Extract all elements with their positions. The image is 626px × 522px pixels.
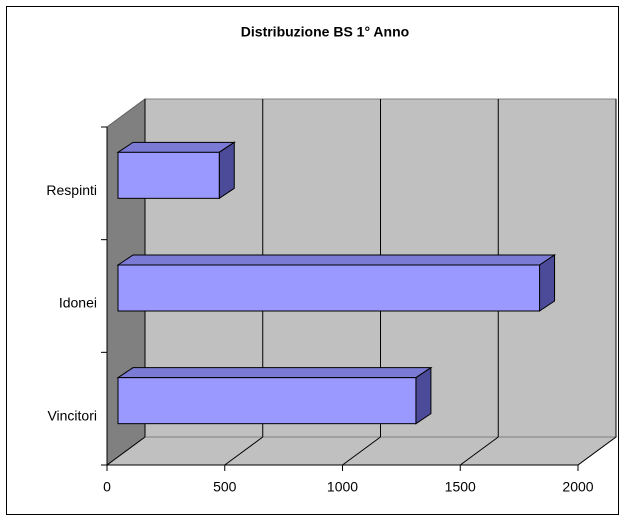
bar-top — [116, 367, 433, 379]
chart-title: Distribuzione BS 1° Anno — [241, 24, 409, 40]
x-tick-label: 2000 — [562, 479, 593, 495]
bar-side — [539, 254, 556, 312]
floor-grid-line — [459, 436, 499, 466]
floor-grid-line — [577, 436, 617, 466]
bar-side — [218, 141, 235, 200]
x-tick-label: 0 — [103, 479, 111, 495]
y-tick-label: Idonei — [59, 295, 97, 311]
floor-grid-line — [224, 436, 264, 466]
y-tick-label: Vincitori — [47, 407, 97, 423]
bar — [117, 151, 220, 199]
bar — [117, 264, 541, 312]
floor-grid-line — [342, 436, 381, 466]
bar-top — [116, 141, 236, 153]
floor-grid-line — [106, 436, 146, 466]
bar — [117, 377, 417, 425]
bar-top — [116, 254, 557, 266]
x-tick-label: 500 — [213, 479, 237, 495]
x-tick-label: 1000 — [327, 479, 358, 495]
y-tick-label: Respinti — [46, 182, 97, 198]
bar-side — [415, 366, 432, 425]
x-tick-label: 1500 — [445, 479, 476, 495]
